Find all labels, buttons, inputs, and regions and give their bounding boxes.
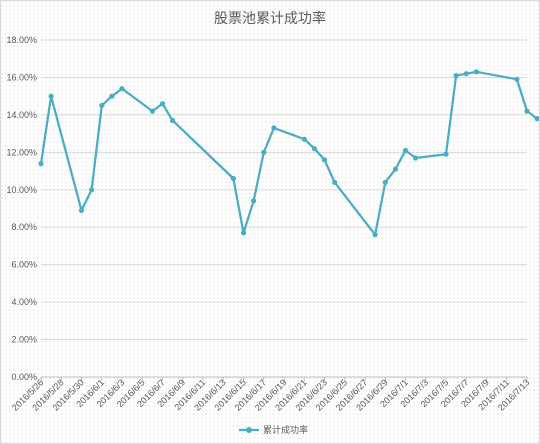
data-point [240, 230, 247, 236]
data-point [230, 175, 236, 182]
y-tick-label: 2.00% [11, 335, 37, 345]
y-tick-label: 8.00% [11, 222, 37, 232]
legend-label: 累计成功率 [263, 424, 308, 436]
data-point [524, 108, 530, 114]
y-tick-label: 16.00% [6, 72, 37, 82]
data-point [311, 146, 317, 152]
chart-title: 股票池累计成功率 [214, 10, 326, 27]
data-point [251, 198, 257, 204]
data-point [413, 155, 419, 161]
data-point [89, 187, 95, 193]
y-tick-label: 14.00% [6, 110, 37, 120]
data-point [119, 86, 125, 92]
legend-marker-swatch [246, 427, 252, 433]
y-tick-label: 18.00% [6, 35, 37, 45]
y-tick-label: 4.00% [11, 297, 37, 307]
data-point [392, 166, 398, 172]
series [38, 69, 539, 238]
legend: 累计成功率 [239, 424, 308, 436]
data-point [382, 179, 388, 185]
data-point [38, 161, 44, 167]
y-tick-label: 6.00% [11, 260, 37, 270]
data-point [48, 93, 54, 99]
data-point [159, 101, 166, 107]
data-point [402, 147, 409, 154]
y-tick-label: 12.00% [6, 147, 37, 157]
data-point [372, 232, 378, 238]
data-point [443, 151, 449, 157]
data-point [473, 69, 479, 75]
data-point [453, 73, 459, 79]
data-point [261, 149, 267, 155]
data-point [170, 117, 176, 124]
data-point [149, 108, 155, 114]
data-point [99, 102, 105, 109]
y-tick-label: 0.00% [11, 372, 37, 382]
data-point [332, 179, 338, 185]
data-point [514, 76, 520, 82]
data-point [301, 136, 307, 142]
data-point [463, 71, 469, 77]
data-point [78, 207, 85, 213]
data-point [534, 116, 539, 122]
y-tick-label: 10.00% [6, 185, 37, 195]
data-point [271, 125, 277, 131]
data-point [109, 93, 115, 99]
data-point [321, 157, 328, 163]
